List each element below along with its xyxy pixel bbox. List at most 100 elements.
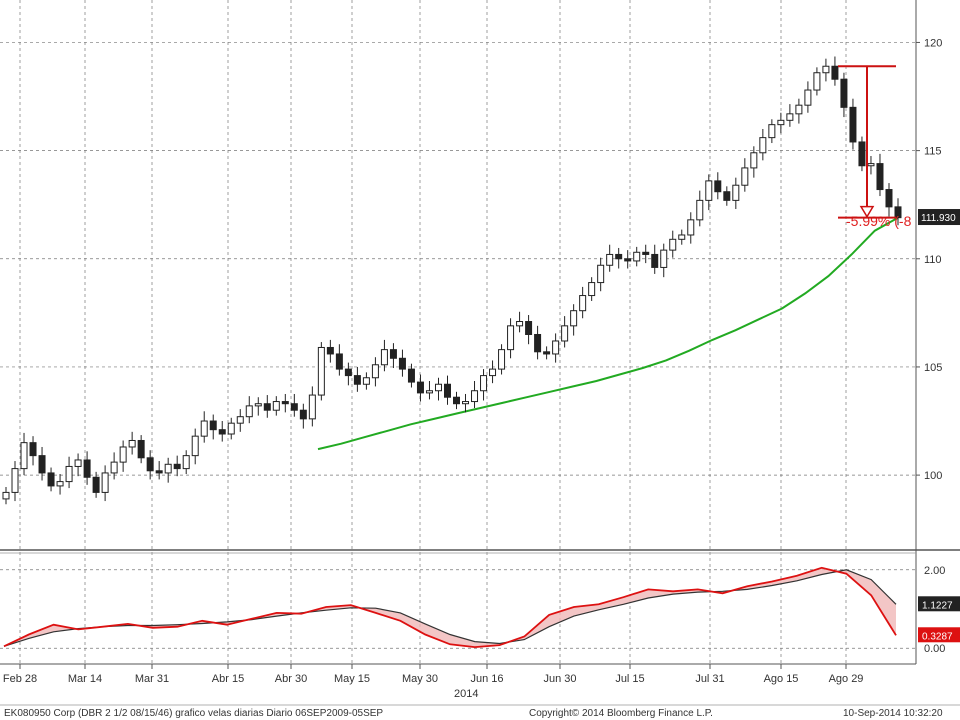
candle-up: [561, 325, 569, 342]
candle-up: [795, 104, 803, 115]
indicator-main-value: 0.3287: [922, 631, 953, 642]
candle-up: [822, 65, 830, 74]
candle-up: [696, 199, 704, 221]
candle-up: [245, 405, 253, 418]
indicator-main-badge: [918, 627, 960, 643]
candle-up: [434, 383, 442, 392]
candle-up: [750, 152, 758, 169]
candle-down: [831, 65, 839, 80]
candle-down: [858, 141, 866, 167]
candle-up: [759, 137, 767, 154]
candle-up: [128, 439, 136, 448]
candle-down: [849, 106, 857, 143]
x-tick-label: May 15: [334, 673, 370, 685]
candle-down: [146, 457, 154, 472]
indicator-signal-line: [3, 569, 897, 647]
candle-up: [164, 463, 172, 474]
candle-down: [263, 403, 271, 411]
candle-up: [110, 461, 118, 474]
candle-down: [651, 253, 659, 268]
candle-down: [326, 346, 334, 355]
candle-down: [714, 180, 722, 193]
candle-down: [840, 78, 848, 108]
candle-up: [362, 377, 370, 385]
candle-up: [570, 310, 578, 327]
candle-up: [705, 180, 713, 201]
candle-up: [669, 238, 677, 251]
candle-up: [507, 325, 515, 351]
candle-down: [344, 368, 352, 377]
last-price-label: 111.930: [921, 213, 956, 224]
x-tick-label: Abr 30: [275, 673, 307, 685]
y-tick-label: 105: [924, 362, 942, 374]
x-tick-label: May 30: [402, 673, 438, 685]
candle-up: [768, 124, 776, 139]
candle-down: [525, 321, 533, 335]
footer-copyright: Copyright© 2014 Bloomberg Finance L.P.: [529, 708, 713, 719]
candle-down: [29, 442, 37, 457]
x-tick-label: Ago 29: [829, 673, 864, 685]
candle-up: [786, 113, 794, 121]
candle-up: [732, 184, 740, 201]
candle-up: [272, 401, 280, 411]
indicator-signal-badge: [918, 596, 960, 612]
candle-down: [876, 163, 884, 191]
candle-down: [47, 472, 55, 487]
moving-average-line: [317, 216, 899, 451]
indicator-tick-label: 2.00: [924, 565, 945, 577]
candle-down: [173, 463, 181, 470]
y-tick-label: 115: [924, 146, 942, 158]
candle-up: [633, 251, 641, 262]
candle-down: [894, 206, 902, 219]
candle-down: [407, 368, 415, 383]
candle-up: [498, 349, 506, 370]
candle-up: [371, 364, 379, 379]
x-tick-label: Feb 28: [3, 673, 37, 685]
x-axis-year: 2014: [454, 688, 478, 700]
candle-up: [74, 459, 82, 467]
indicator-lines: [3, 566, 897, 649]
candle-up: [804, 89, 812, 106]
candle-up: [2, 491, 10, 500]
candle-up: [480, 375, 488, 392]
x-tick-label: Jun 30: [543, 673, 576, 685]
x-tick-label: Jun 16: [470, 673, 503, 685]
indicator-grid: [0, 569, 916, 649]
candle-up: [191, 435, 199, 457]
candle-down: [642, 251, 650, 255]
candle-down: [218, 429, 226, 435]
candle-down: [416, 381, 424, 394]
candle-up: [867, 163, 875, 167]
candle-up: [813, 72, 821, 91]
candle-up: [227, 422, 235, 435]
candle-up: [516, 321, 524, 327]
x-tick-label: Abr 15: [212, 673, 244, 685]
candle-up: [56, 481, 64, 487]
candle-up: [660, 249, 668, 268]
indicator-main-line: [3, 566, 897, 649]
candle-up: [597, 264, 605, 284]
candle-up: [741, 167, 749, 186]
candle-down: [281, 401, 289, 405]
candle-up: [65, 465, 73, 483]
footer-source: EK080950 Corp (DBR 2 1/2 08/15/46) grafi…: [4, 708, 383, 719]
candle-down: [624, 258, 632, 262]
candle-up: [471, 390, 479, 403]
candle-down: [290, 403, 298, 411]
candlestick-series: [2, 56, 902, 505]
last-price-badge: [918, 209, 960, 226]
candle-down: [443, 383, 451, 398]
candle-down: [137, 439, 145, 459]
candle-up: [236, 416, 244, 424]
candle-up: [588, 282, 596, 297]
candle-up: [606, 253, 614, 266]
candle-up: [119, 446, 127, 463]
candle-down: [885, 189, 893, 208]
x-tick-label: Jul 31: [695, 673, 724, 685]
candle-down: [299, 409, 307, 420]
candle-up: [317, 346, 325, 396]
x-tick-label: Mar 31: [135, 673, 169, 685]
candle-down: [353, 375, 361, 385]
candle-up: [20, 442, 28, 470]
candle-up: [489, 368, 497, 377]
